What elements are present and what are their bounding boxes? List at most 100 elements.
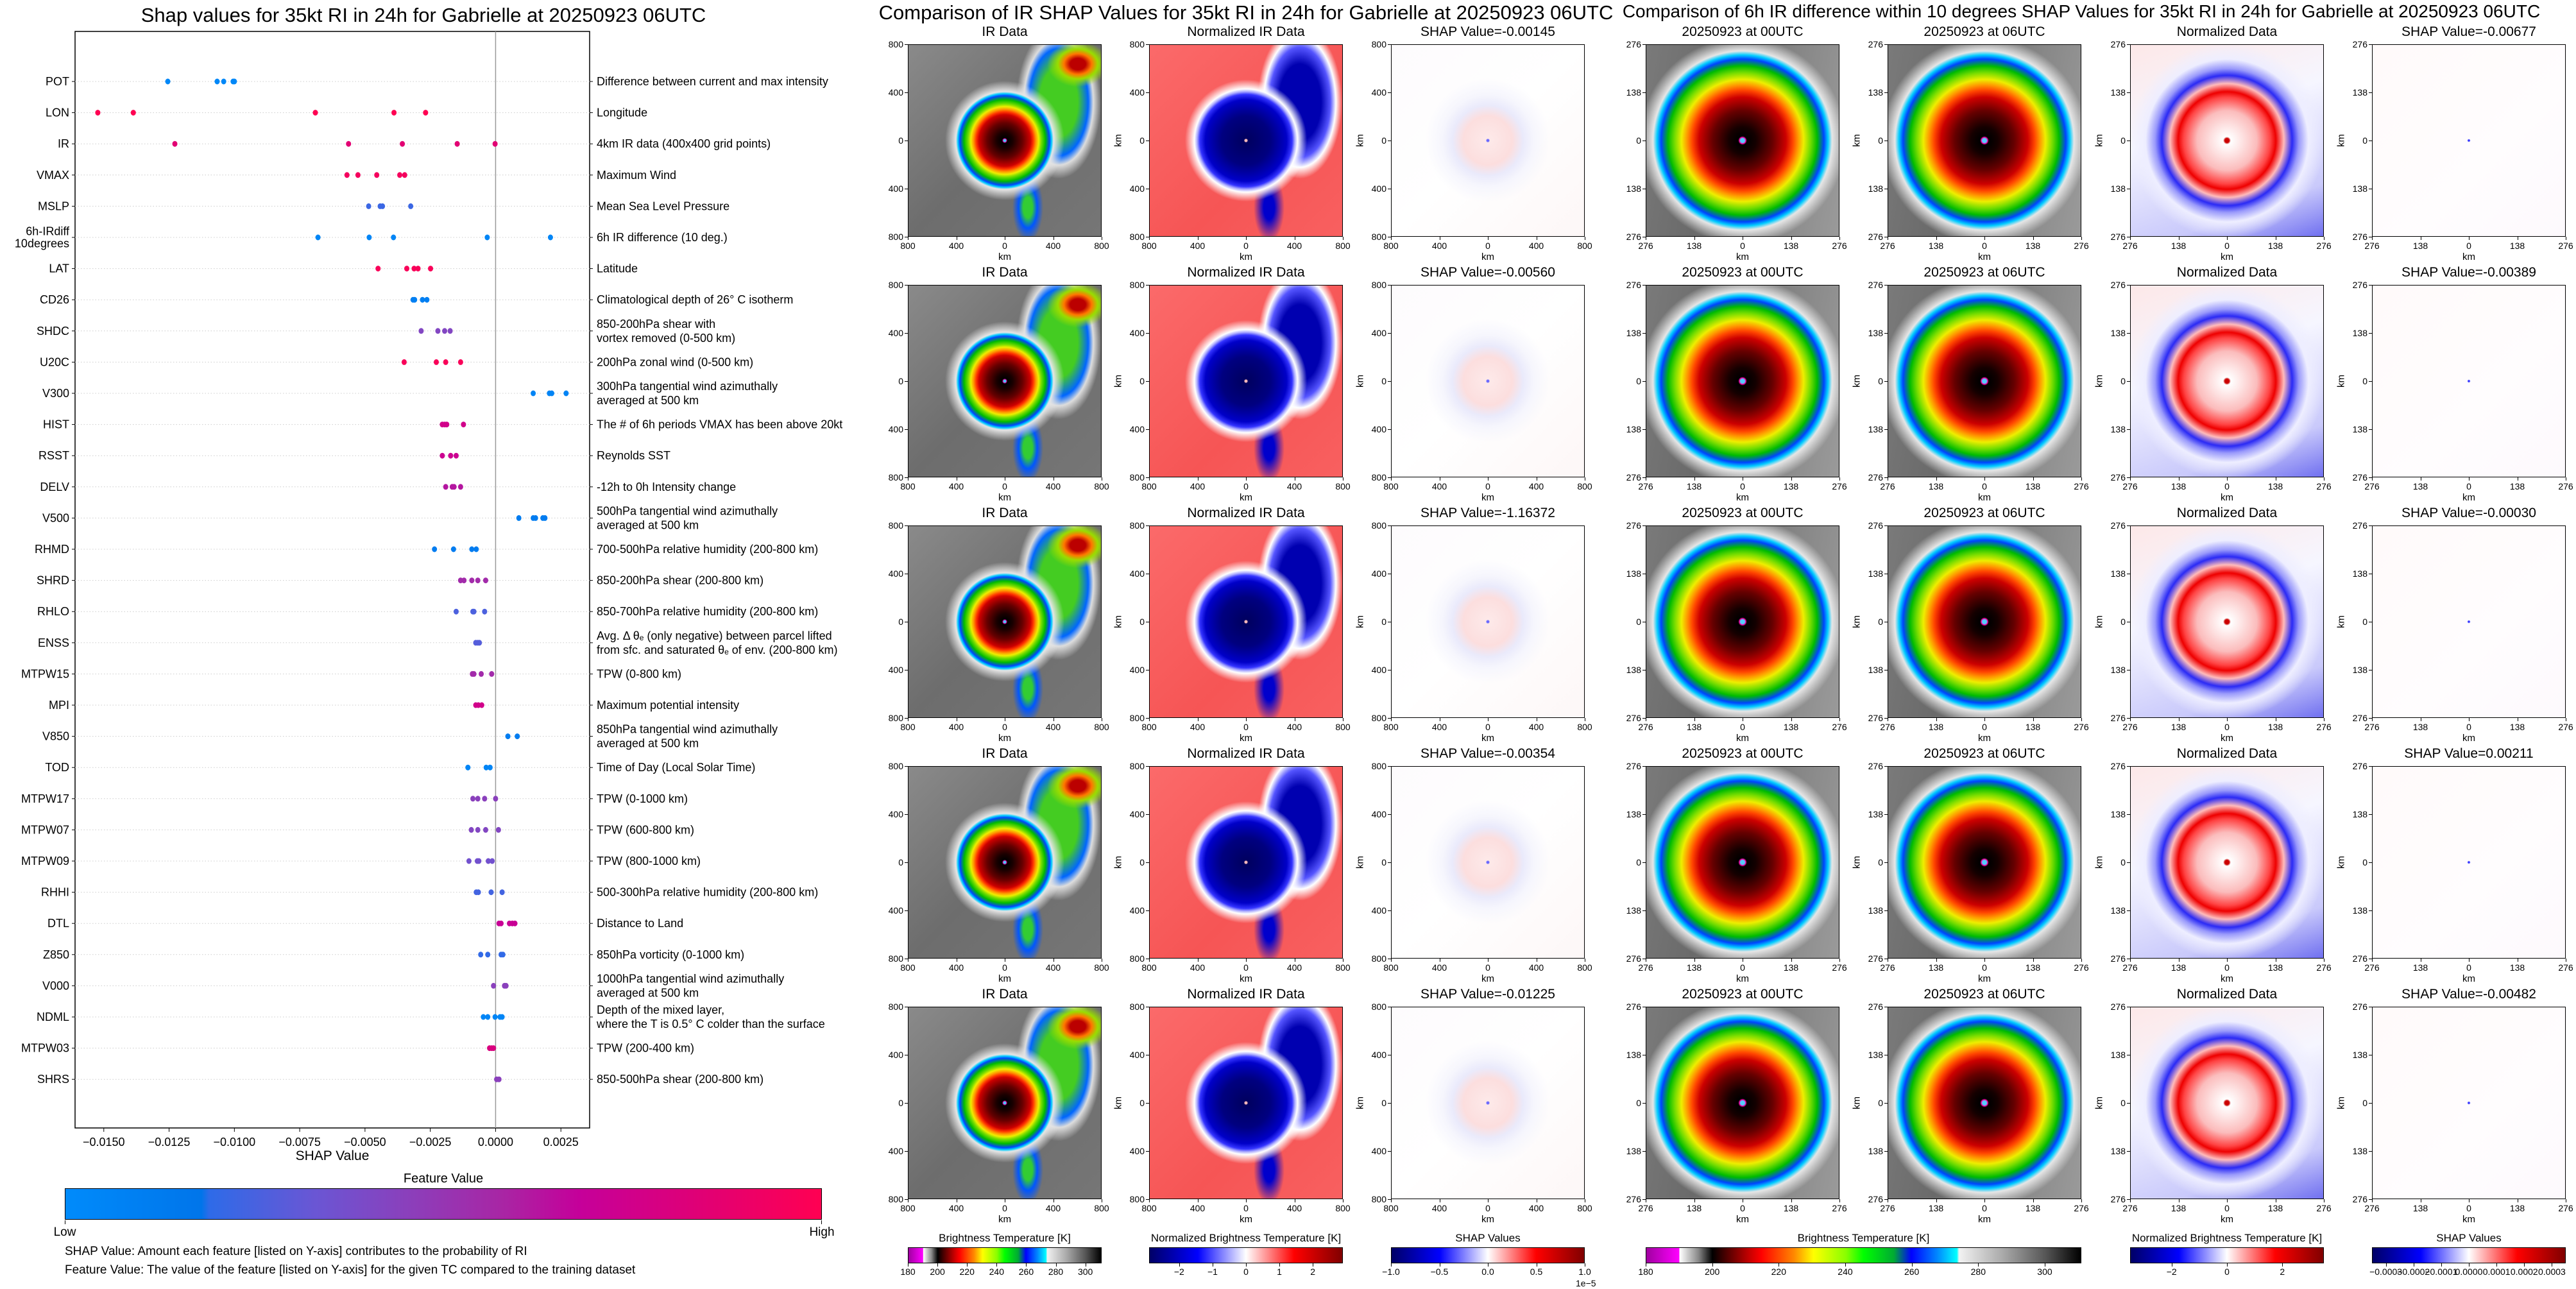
xtick-label: 400 — [1045, 962, 1061, 973]
ytick-label: 138 — [1868, 809, 1883, 819]
ytick-mark — [1146, 333, 1149, 334]
xtick-label: 400 — [1286, 241, 1302, 251]
xtick-label: 400 — [1286, 722, 1302, 732]
ytick-mark — [1884, 477, 1888, 478]
ytick-label: 276 — [2110, 472, 2126, 482]
shap-dot — [492, 1014, 498, 1020]
xtick-label: 0 — [1485, 1203, 1490, 1213]
ytick-label: 276 — [1626, 953, 1641, 964]
colorbar-tick-label: 280 — [1970, 1267, 1986, 1277]
feature-description-label: Difference between current and max inten… — [597, 75, 828, 88]
ytick-label: 800 — [888, 472, 903, 482]
xtick-label: 0 — [2466, 1203, 2471, 1213]
ytick-mark — [1388, 429, 1391, 430]
shap-image-panel — [2372, 1007, 2566, 1199]
feature-code-label: IR — [58, 137, 69, 150]
ytick-mark — [2369, 381, 2372, 382]
ytick-label: 400 — [1371, 809, 1386, 819]
panel-title: Normalized Data — [2176, 746, 2278, 761]
colorbar-tick-mark — [2441, 1263, 2442, 1267]
shap-dot — [402, 172, 407, 178]
shap-image-panel — [1391, 285, 1585, 477]
feature-code-label: RHLO — [37, 605, 69, 618]
xtick-mark — [1984, 1199, 1985, 1202]
ytick-mark — [1146, 814, 1149, 815]
xtick-label: 800 — [1335, 962, 1351, 973]
panel-title: IR Data — [982, 746, 1028, 761]
xtick-mark — [2081, 1199, 2082, 1202]
colorbar-tick-mark — [1391, 1263, 1392, 1267]
xtick-mark — [2227, 718, 2228, 721]
shap-dot — [469, 577, 475, 584]
ytick-label: 800 — [1129, 1194, 1145, 1204]
xtick-label: 800 — [900, 481, 916, 491]
shap-dot — [453, 608, 459, 615]
ytick-mark — [1642, 285, 1646, 286]
feature-description-label: 850-200hPa shear with vortex removed (0-5… — [597, 318, 735, 345]
x-axis-label: km — [1736, 973, 1749, 984]
ytick-label: 400 — [888, 905, 903, 916]
feature-code-label: V300 — [42, 387, 69, 400]
xtick-label: 138 — [2509, 241, 2525, 251]
xtick-label: 276 — [2316, 481, 2332, 491]
ytick-label: 276 — [1868, 761, 1883, 771]
xtick-label: 0 — [1485, 241, 1490, 251]
ytick-mark — [1884, 381, 1888, 382]
xtick-label: 400 — [948, 481, 964, 491]
feature-code-label: MTPW15 — [21, 667, 69, 680]
shap-dot — [432, 546, 438, 552]
shap-dot — [485, 952, 491, 958]
shap-dot — [165, 78, 171, 85]
ytick-label: 276 — [1626, 232, 1641, 242]
norm-image-panel — [2130, 766, 2324, 959]
feature-code-label: SHRD — [37, 574, 69, 587]
ytick-label: 276 — [2110, 280, 2126, 290]
ytick-mark — [2127, 766, 2130, 767]
shap-image-panel — [2372, 44, 2566, 237]
xtick-label: 400 — [1431, 962, 1447, 973]
ytick-mark — [2127, 381, 2130, 382]
shap-value-title: SHAP Value=-0.01225 — [1420, 987, 1555, 1002]
shap-dot — [489, 670, 495, 677]
ytick-mark — [1388, 477, 1391, 478]
colorbar-tick-label: 200 — [930, 1267, 945, 1277]
shap-value-title: SHAP Value=-0.00560 — [1420, 265, 1555, 280]
xtick-label: 400 — [1045, 722, 1061, 732]
y-axis-label: km — [1354, 856, 1366, 869]
shap-value-title: SHAP Value=-1.16372 — [1420, 506, 1555, 520]
ytick-label: 0 — [1139, 135, 1145, 146]
ytick-mark — [1146, 766, 1149, 767]
ytick-label: 800 — [1371, 232, 1386, 242]
xtick-label: 400 — [1431, 722, 1447, 732]
ytick-label: 400 — [1129, 905, 1145, 916]
xtick-mark — [2081, 477, 2082, 481]
ytick-mark — [905, 910, 908, 911]
xtick-label: 400 — [1286, 1203, 1302, 1213]
xtick-label: 400 — [1045, 481, 1061, 491]
colorbar-tick-mark — [937, 1263, 939, 1267]
y-axis-label: km — [1851, 1097, 1863, 1109]
feature-description-label: 200hPa zonal wind (0-500 km) — [597, 355, 753, 368]
xtick-label: 138 — [1928, 962, 1944, 973]
xtick-label: 138 — [2025, 722, 2041, 732]
ytick-label: 138 — [1626, 184, 1641, 194]
xtick-label: 400 — [1528, 722, 1544, 732]
ytick-label: 138 — [2110, 905, 2126, 916]
xtick-label: 800 — [1094, 962, 1109, 973]
ir-image-panel — [1646, 285, 1839, 477]
y-axis-label: km — [2094, 615, 2105, 628]
xtick-mark — [1149, 959, 1150, 962]
shap-dot — [490, 858, 495, 864]
colorbar-tick-mark — [1845, 1263, 1846, 1267]
ytick-label: 276 — [2352, 232, 2367, 242]
feature-description-label: 6h IR difference (10 deg.) — [597, 231, 728, 244]
norm-image-panel — [1149, 525, 1343, 718]
x-axis-label: km — [1978, 492, 1991, 503]
shap-value-title: SHAP Value=-0.00389 — [2401, 265, 2536, 280]
colorbar-tick-label: −0.5 — [1430, 1267, 1449, 1277]
panel-title: IR Data — [982, 24, 1028, 39]
ytick-label: 400 — [1129, 424, 1145, 434]
ytick-label: 276 — [1868, 953, 1883, 964]
colorbar-bt — [1646, 1247, 2081, 1263]
xtick-label: 138 — [2267, 481, 2283, 491]
